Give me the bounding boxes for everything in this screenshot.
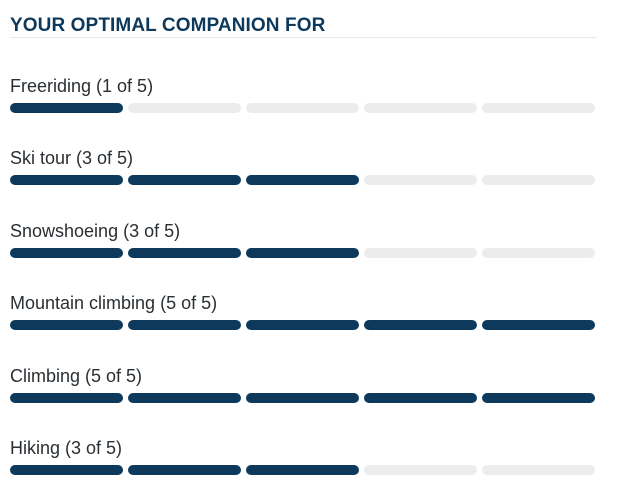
rating-segment-filled (10, 393, 123, 403)
rating-segment-filled (364, 320, 477, 330)
rating-bar (10, 175, 596, 185)
rating-segment-filled (246, 248, 359, 258)
rating-segment-filled (128, 175, 241, 185)
rating-label: Hiking (3 of 5) (10, 438, 123, 458)
rating-item-hiking: Hiking (3 of 5) (10, 437, 596, 475)
rating-segment-empty (364, 175, 477, 185)
rating-segment-filled (482, 393, 595, 403)
rating-bar (10, 103, 596, 113)
rating-segment-filled (10, 175, 123, 185)
rating-segment-filled (128, 248, 241, 258)
rating-item-climbing: Climbing (5 of 5) (10, 365, 596, 403)
rating-label: Ski tour (3 of 5) (10, 148, 134, 168)
rating-segment-empty (246, 103, 359, 113)
rating-bar (10, 393, 596, 403)
rating-segment-filled (246, 320, 359, 330)
rating-segment-empty (364, 465, 477, 475)
rating-segment-empty (482, 465, 595, 475)
rating-segment-filled (128, 465, 241, 475)
rating-item-mountain-climbing: Mountain climbing (5 of 5) (10, 292, 596, 330)
rating-segment-empty (128, 103, 241, 113)
rating-segment-filled (246, 465, 359, 475)
rating-segment-filled (10, 465, 123, 475)
rating-bar (10, 248, 596, 258)
rating-segment-empty (364, 248, 477, 258)
rating-segment-filled (246, 393, 359, 403)
rating-label: Snowshoeing (3 of 5) (10, 221, 181, 241)
rating-bar (10, 320, 596, 330)
rating-segment-empty (482, 175, 595, 185)
rating-label: Mountain climbing (5 of 5) (10, 293, 218, 313)
rating-segment-filled (128, 320, 241, 330)
rating-segment-filled (364, 393, 477, 403)
rating-label: Freeriding (1 of 5) (10, 76, 154, 96)
rating-segment-empty (482, 248, 595, 258)
rating-segment-filled (10, 248, 123, 258)
rating-segment-filled (246, 175, 359, 185)
rating-bar (10, 465, 596, 475)
rating-segment-empty (364, 103, 477, 113)
rating-segment-filled (482, 320, 595, 330)
rating-segment-empty (482, 103, 595, 113)
rating-item-ski-tour: Ski tour (3 of 5) (10, 147, 596, 185)
panel-title: YOUR OPTIMAL COMPANION FOR (10, 15, 326, 36)
rating-label: Climbing (5 of 5) (10, 366, 143, 386)
rating-item-snowshoeing: Snowshoeing (3 of 5) (10, 220, 596, 258)
rating-segment-filled (10, 103, 123, 113)
rating-segment-filled (10, 320, 123, 330)
rating-segment-filled (128, 393, 241, 403)
rating-item-freeriding: Freeriding (1 of 5) (10, 75, 596, 113)
title-divider (10, 37, 597, 38)
